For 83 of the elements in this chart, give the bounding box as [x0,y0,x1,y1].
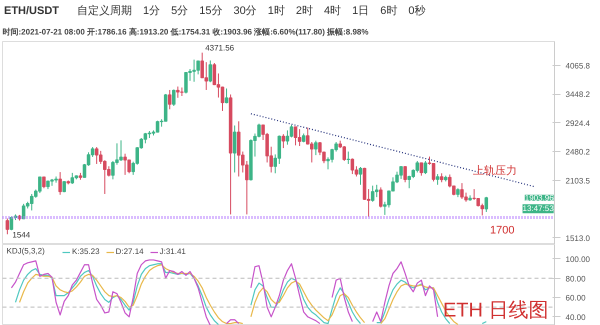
candlestick [208,60,212,83]
legend-label: J:31.41 [160,247,186,256]
candlestick [420,162,424,176]
candlestick [172,88,176,106]
chart-subtitle: 时间:2021-07-21 08:00 开:1786.16 高:1913.20 低:1754.31 收:1903.96 涨幅:6.60%(117.80) 振幅:8.98% [2,26,368,36]
candlestick [6,218,10,235]
chart-title: KDJ(5,3,2) [6,246,46,256]
text: 1日 [352,5,370,17]
line-series [250,113,536,188]
candlestick [192,59,196,82]
chart-title: ETH/USDT [4,5,59,17]
candlestick [432,162,436,182]
candlestick [370,185,374,202]
text: 4时 [324,5,342,17]
text: 6时 [380,5,398,17]
candlestick [306,127,310,146]
candlestick [58,172,62,196]
candlestick [342,146,346,162]
candlestick [30,193,34,211]
candlestick [314,140,318,156]
y-tick-label: 2480.2 [566,148,591,157]
candlestick [403,166,407,183]
text: 0秒 [408,5,426,17]
annotation: ETH 日线图 [442,300,549,322]
candlestick [232,124,236,173]
y-tick-label: 1513.0 [566,234,591,243]
annotation: 1544 [12,230,31,240]
candlestick [464,192,468,202]
y-tick-label: 4065.8 [566,61,591,70]
candlestick [10,216,14,231]
text: 1时 [268,5,285,17]
candlestick [358,166,362,186]
legend-label: K:35.23 [72,247,100,256]
y-tick-label: 3448.2 [566,90,591,100]
legend-label: D:27.14 [116,247,144,256]
annotation: 13:47:53 [522,204,554,214]
candlestick [436,174,440,186]
y-tick-label: 100.00 [566,254,591,264]
candlestick [282,134,286,149]
y-tick-label: 2924.4 [566,118,591,128]
candlestick [346,151,350,164]
candlestick [119,140,123,162]
candlestick [168,89,172,110]
candlestick [460,182,464,200]
candlestick [200,52,204,78]
text: 30分 [234,5,257,17]
candlestick [257,123,261,138]
candlestick [196,60,200,75]
text: 1分 [143,5,160,17]
y-tick-label: 60.00 [566,294,586,303]
candlestick [212,62,216,86]
text: 5分 [171,5,188,17]
candlestick [111,160,115,180]
candlestick [286,130,290,146]
candlestick [298,128,302,147]
candlestick [94,146,98,164]
candlestick [484,196,488,212]
candlestick [38,176,42,194]
candlestick [176,86,180,98]
candlestick [123,153,127,176]
annotation: 1903.96 [524,194,554,203]
annotation: 4371.56 [205,44,235,53]
candlestick [350,158,354,175]
series-label: 上轨压力 [473,164,518,177]
candlestick [224,88,228,104]
text: 2时 [296,5,313,17]
candlestick [42,176,46,189]
y-tick-label: 80.00 [566,274,586,284]
y-tick-label: 2103.5 [566,176,591,186]
ref-line-label: 1700 [490,224,515,236]
candlestick [294,126,298,146]
y-tick-label: 40.00 [566,312,586,322]
candlestick [379,186,383,208]
candlestick [184,72,188,94]
candlestick [204,62,208,90]
text: 自定义周期 [77,5,132,17]
candlestick [127,158,131,174]
candlestick [374,184,378,198]
candlestick [70,172,74,184]
candlestick [399,166,403,180]
candlestick [236,120,240,177]
text: 15分 [199,5,222,17]
candlestick [424,160,428,175]
